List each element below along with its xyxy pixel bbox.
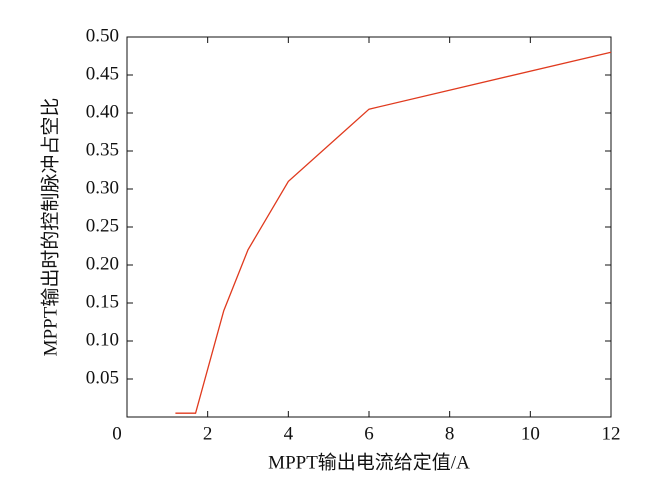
y-tick-label: 0.40 xyxy=(86,101,119,122)
x-tick-label: 12 xyxy=(602,423,621,444)
x-tick-label: 6 xyxy=(364,423,374,444)
y-tick-label: 0.30 xyxy=(86,177,119,198)
y-tick-label: 0.35 xyxy=(86,139,119,160)
y-axis-label: MPPT输出时的控制脉冲占空比 xyxy=(39,98,61,357)
x-tick-label: 8 xyxy=(445,423,455,444)
y-tick-label: 0.10 xyxy=(86,329,119,350)
plot-frame xyxy=(126,36,612,418)
y-tick-label: 0.50 xyxy=(86,25,119,46)
x-tick-label: 4 xyxy=(284,423,294,444)
y-tick-label: 0.20 xyxy=(86,253,119,274)
y-tick-label: 0.05 xyxy=(86,367,119,388)
y-tick-label: 0.25 xyxy=(86,215,119,236)
data-line xyxy=(175,51,612,414)
x-tick-label: 2 xyxy=(203,423,213,444)
x-tick-label: 0 xyxy=(112,423,122,444)
y-tick-label: 0.45 xyxy=(86,63,119,84)
x-tick-label: 10 xyxy=(521,423,540,444)
x-axis-label: MPPT输出电流给定值/A xyxy=(268,451,470,473)
y-tick-label: 0.15 xyxy=(86,291,119,312)
